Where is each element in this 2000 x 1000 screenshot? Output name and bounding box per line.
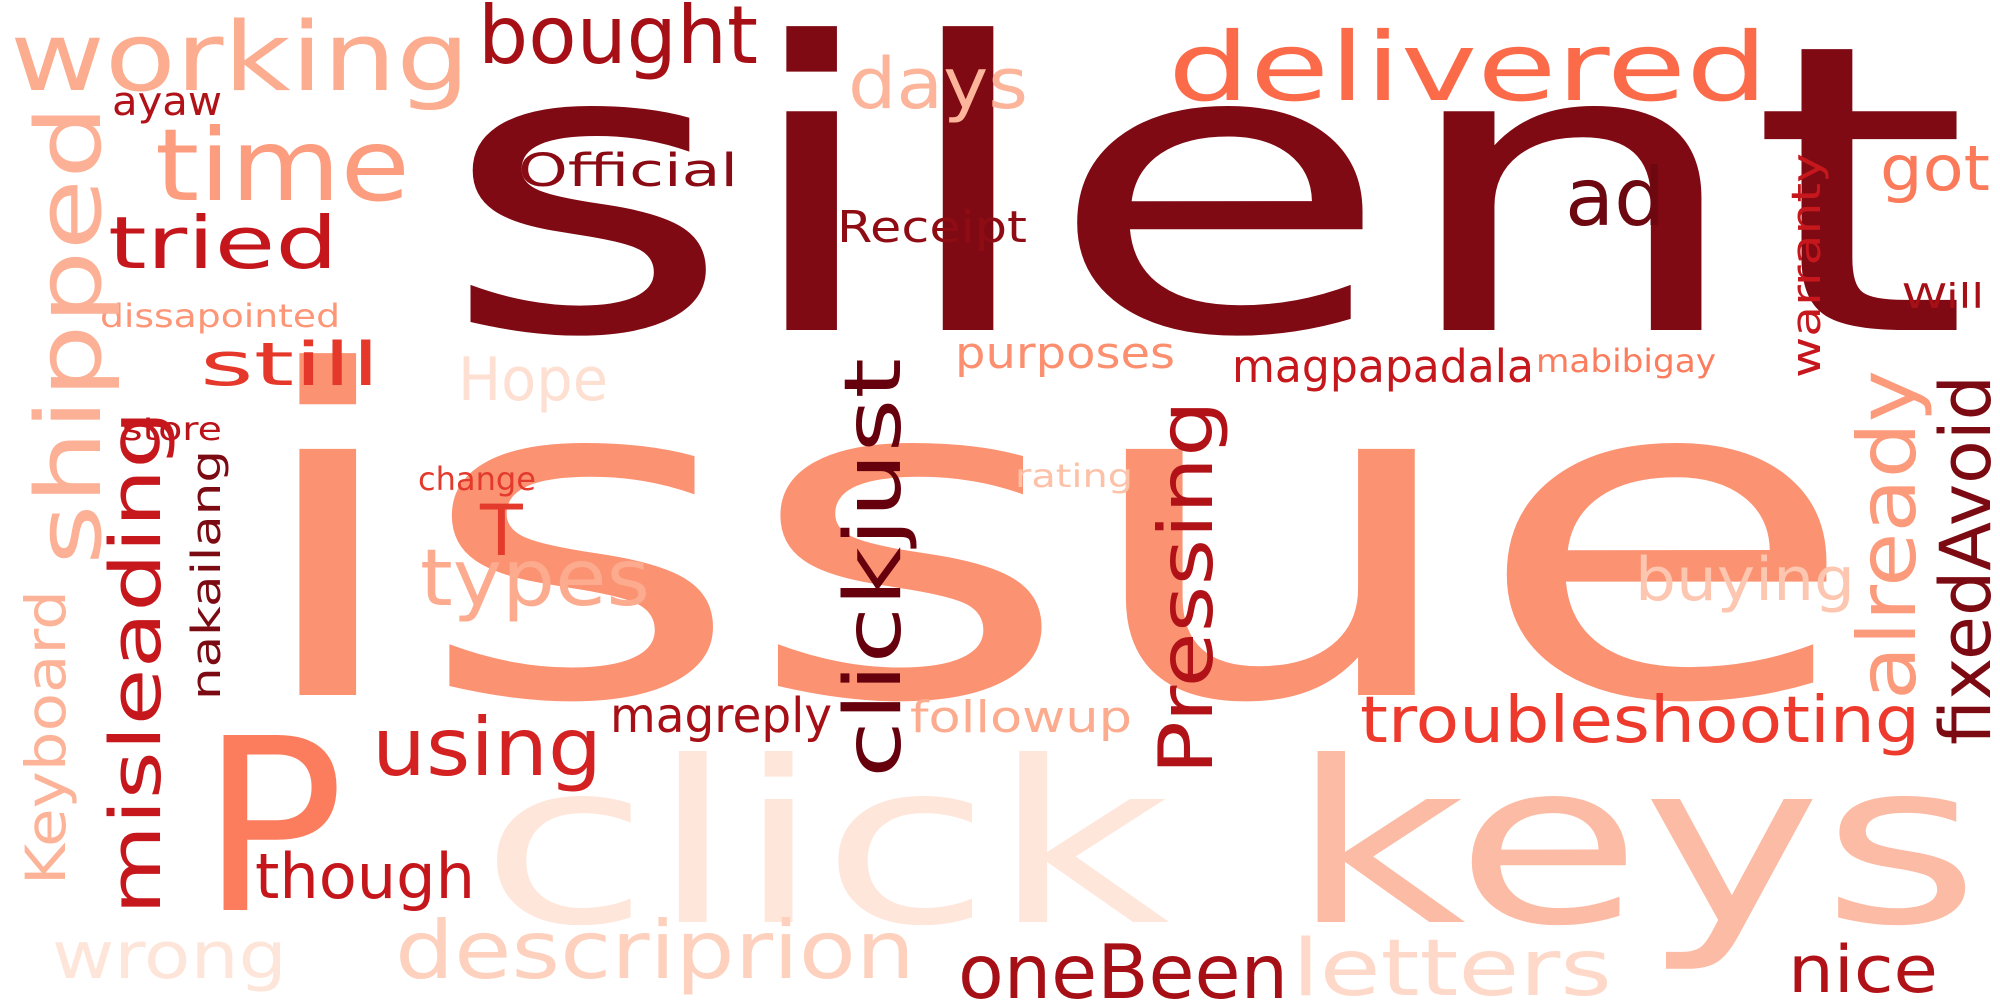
word-working: working [10,3,470,113]
word-keys: keys [1290,714,1980,976]
word-clickjust: clickjust [829,358,919,778]
word-Pressing: Pressing [1142,400,1230,775]
word-though: though [255,840,475,913]
word-tried: tried [108,201,338,285]
word-magpapadala: magpapadala [1232,340,1534,393]
word-T: T [479,490,523,572]
word-troubleshooting: troubleshooting [1360,684,1920,758]
word-misleading: misleading [95,410,177,915]
word-buying: buying [1635,545,1855,615]
word-letters: letters [1292,924,1612,1000]
word-shipped: shipped [17,105,122,565]
word-Hope: Hope [458,345,608,415]
word-ayaw: ayaw [112,79,222,125]
word-purposes: purposes [955,328,1175,379]
word-magreply: magreply [610,688,832,744]
word-using: using [372,701,602,794]
word-nakailang: nakailang [184,450,230,700]
word-issue: issue [240,278,1860,802]
word-time: time [155,107,410,224]
word-nice: nice [1788,933,1938,1000]
word-already: already [1841,370,1934,700]
word-silent: silent [440,0,1970,425]
word-dissapointed: dissapointed [100,297,340,335]
word-delivered: delivered [1168,13,1768,123]
word-Will: Will [1902,277,1984,317]
word-wrong: wrong [52,919,287,994]
word-ad: ad [1565,151,1665,244]
word-warranty: warranty [1784,153,1830,378]
word-descriprion: descriprion [395,904,915,997]
word-store: store [122,410,222,448]
word-got: got [1880,132,1990,205]
word-fixedAvoid: fixedAvoid [1925,375,2000,745]
word-click: click [480,714,1170,976]
word-oneBeen: oneBeen [958,928,1288,1000]
word-days: days [848,43,1028,125]
word-mabibigay: mabibigay [1536,342,1716,380]
word-followup: followup [910,692,1132,743]
word-P: P [200,687,345,967]
word-bought: bought [478,0,758,82]
word-change: change [418,460,536,498]
word-rating: rating [1015,457,1133,495]
word-Keyboard: Keyboard [14,590,78,885]
word-types: types [420,534,650,624]
word-Receipt: Receipt [837,202,1027,253]
word-Official: Official [518,144,738,197]
word-still: still [200,330,380,400]
